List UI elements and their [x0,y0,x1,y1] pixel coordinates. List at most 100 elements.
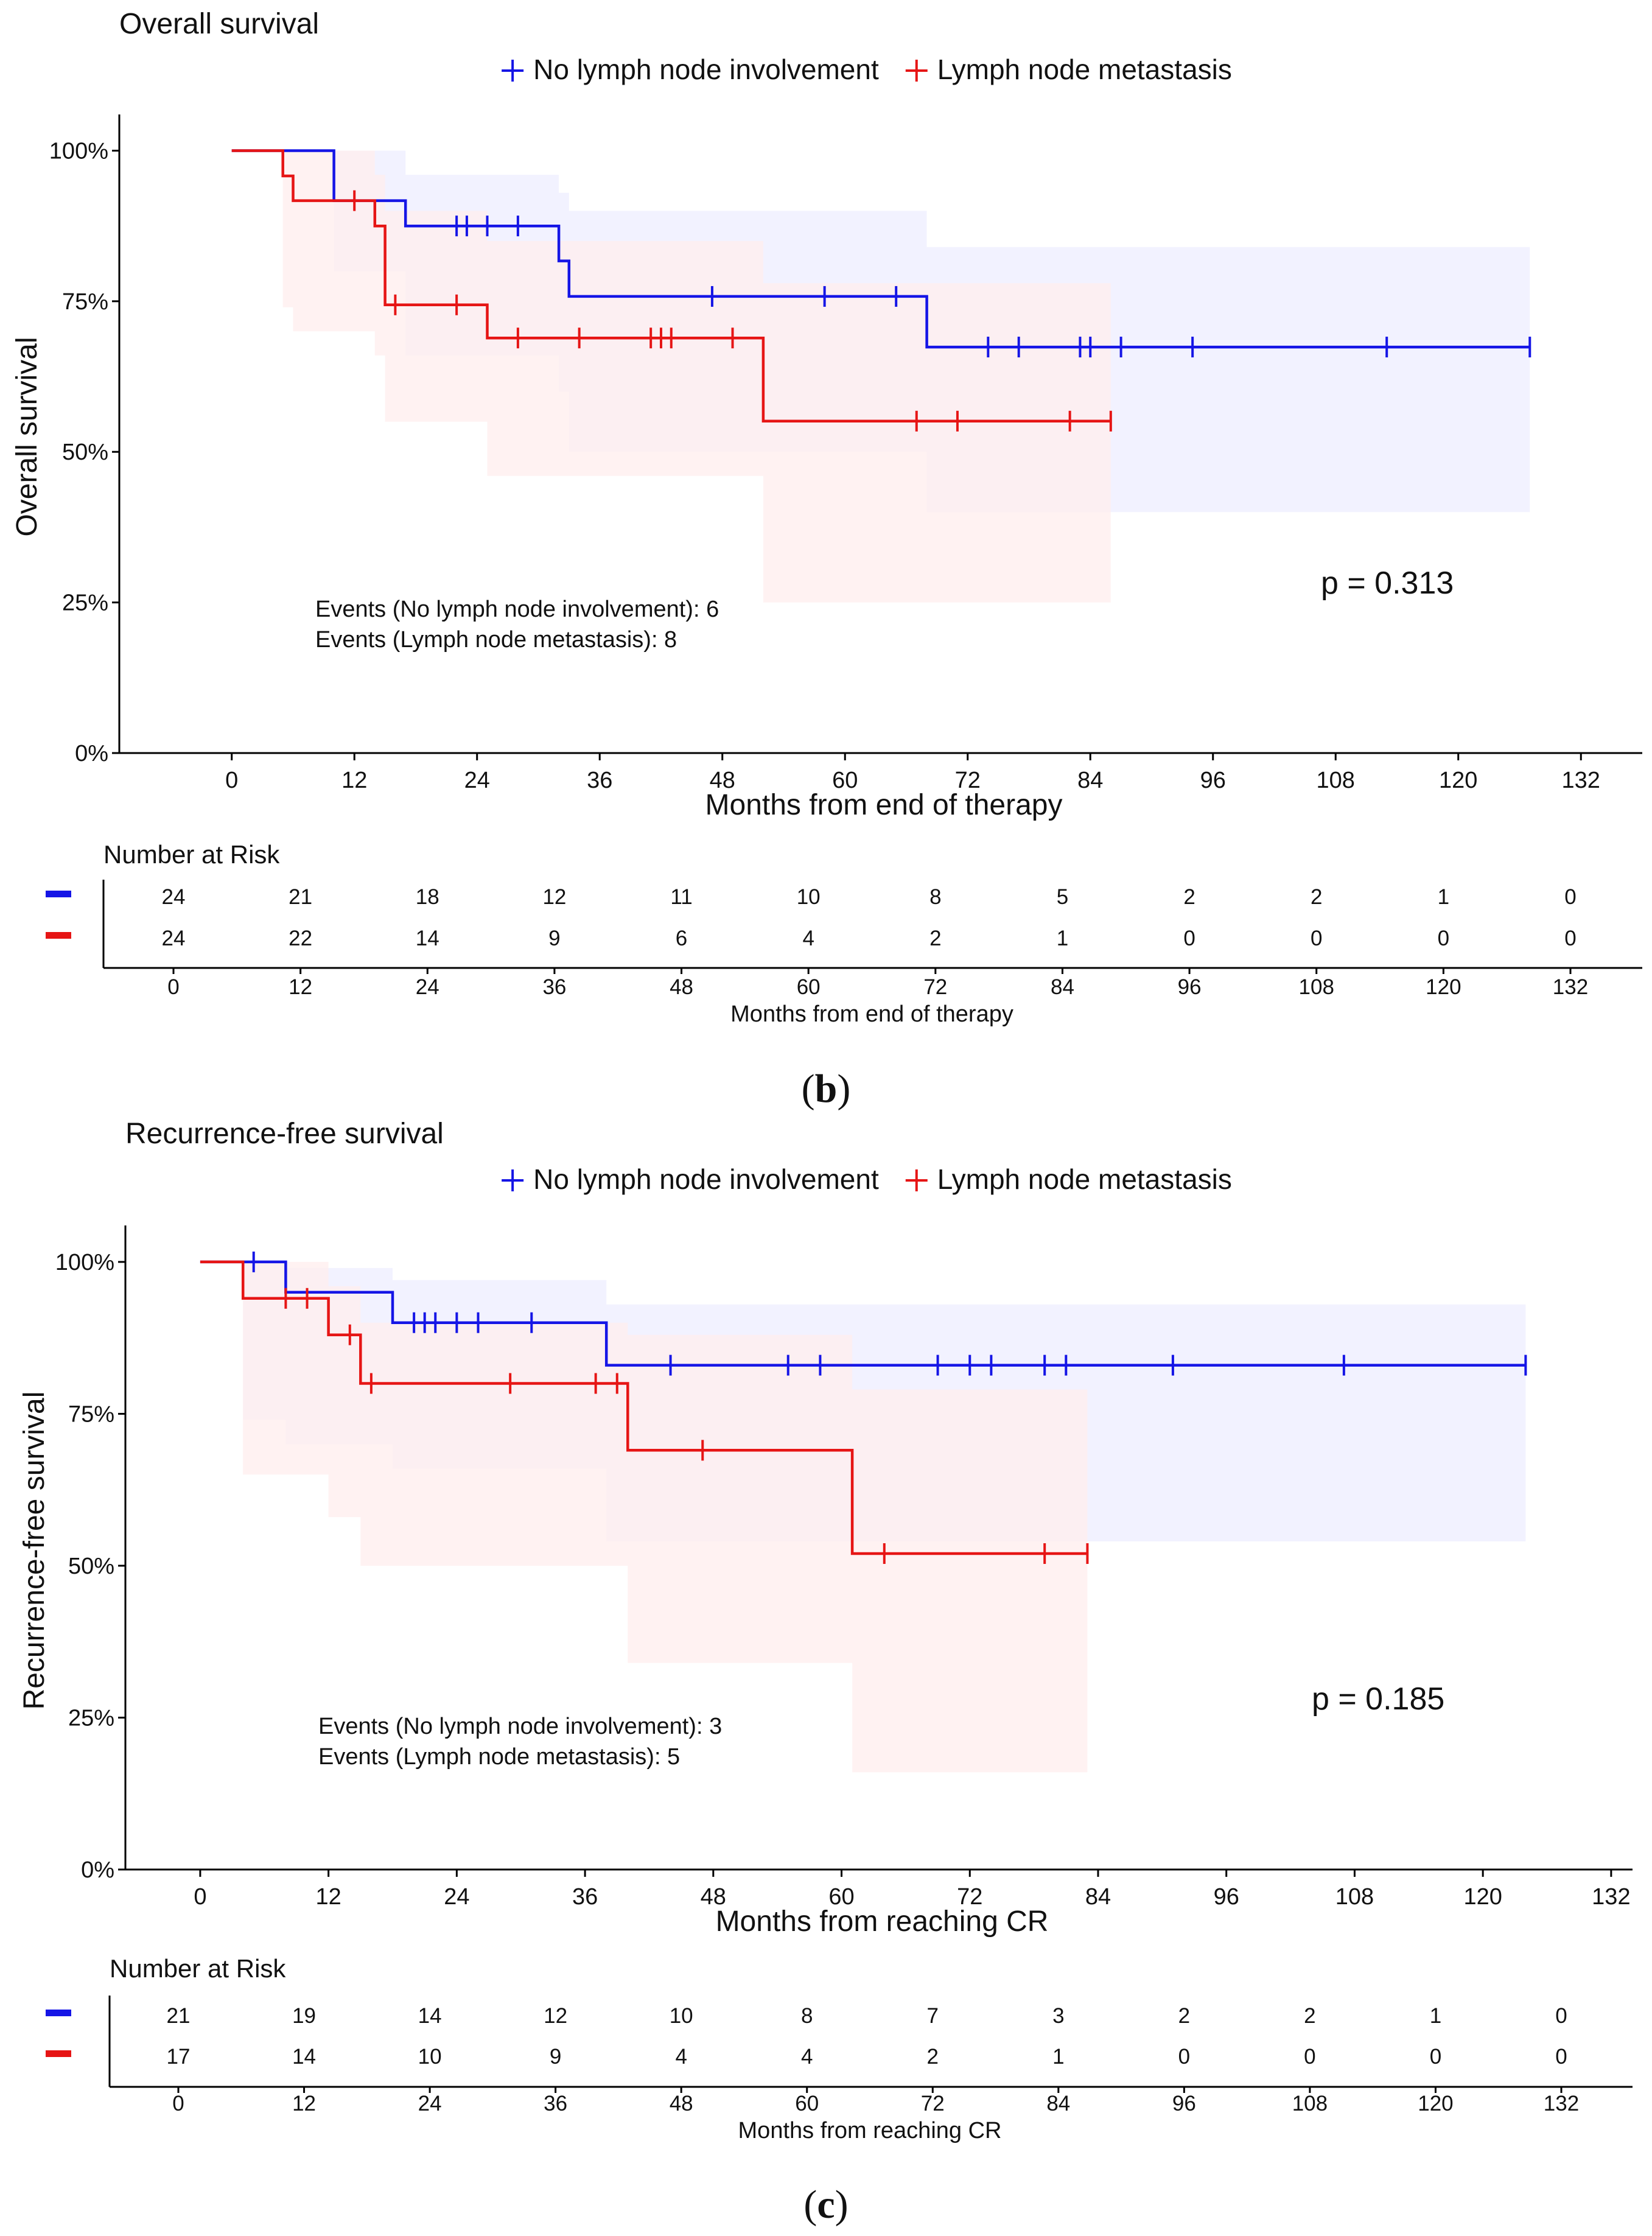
risk-count: 4 [675,2045,687,2069]
confidence-band-node [200,1261,1088,1773]
legend-label: Lymph node metastasis [937,1163,1232,1195]
risk-count: 24 [162,885,186,909]
survival-curve-node [231,149,1111,423]
risk-count: 24 [162,927,186,950]
risk-count: 0 [1304,2045,1315,2069]
x-tick-label: 36 [587,768,612,793]
caption-open-paren: ( [802,1067,815,1111]
caption-open-paren: ( [803,2182,817,2227]
risk-count: 0 [1311,927,1322,950]
risk-count: 0 [1564,885,1576,909]
risk-count: 0 [1564,927,1576,950]
survival-curve-node [200,1260,1088,1555]
legend-label: Lymph node metastasis [937,54,1232,85]
x-tick-label: 36 [572,1884,598,1910]
risk-count: 0 [1183,927,1195,950]
risk-count: 1 [1057,927,1068,950]
y-tick-label: 50% [62,440,108,465]
risk-row-swatch-no-node [46,891,71,897]
risk-count: 9 [550,2045,561,2069]
risk-x-tick-label: 24 [416,975,439,999]
risk-count: 14 [418,2004,442,2028]
p-value: p = 0.313 [1321,566,1454,601]
legend-label: No lymph node involvement [533,54,879,85]
x-tick-label: 72 [957,1884,982,1910]
y-axis-label: Overall survival [11,337,43,536]
risk-count: 2 [929,927,941,950]
risk-x-tick-label: 12 [289,975,312,999]
p-value: p = 0.185 [1312,1681,1444,1717]
x-tick-label: 96 [1214,1884,1239,1910]
survival-curve-no-node [200,1260,1526,1367]
risk-count: 12 [544,2004,567,2028]
risk-x-tick-label: 84 [1051,975,1074,999]
panel-caption: (b) [802,1067,851,1111]
x-axis-label: Months from end of therapy [705,789,1063,821]
risk-x-axis-label: Months from reaching CR [738,2118,1002,2143]
risk-count: 21 [167,2004,191,2028]
x-tick-label: 108 [1335,1884,1374,1910]
risk-count: 8 [929,885,941,909]
risk-count: 4 [802,927,814,950]
recurrence-free-survival-panel: Recurrence-free survival No lymph node in… [18,1118,1633,2227]
x-tick-label: 0 [194,1884,206,1910]
risk-count: 1 [1430,2004,1441,2028]
risk-x-tick-label: 108 [1292,2092,1328,2115]
risk-count: 14 [292,2045,316,2069]
risk-x-tick-label: 36 [544,2092,567,2115]
x-tick-label: 84 [1085,1884,1111,1910]
risk-count: 14 [416,927,439,950]
x-tick-label: 24 [464,768,490,793]
risk-x-tick-label: 132 [1544,2092,1579,2115]
x-tick-label: 0 [225,768,238,793]
caption-letter: b [815,1067,838,1111]
x-tick-label: 132 [1592,1884,1630,1910]
risk-x-tick-label: 72 [921,2092,945,2115]
risk-row-swatch-node [46,932,71,939]
legend: No lymph node involvement Lymph node meta… [502,54,1232,85]
risk-x-tick-label: 0 [167,975,179,999]
risk-count: 5 [1057,885,1068,909]
x-tick-label: 132 [1562,768,1600,793]
x-tick-label: 120 [1463,1884,1502,1910]
legend: No lymph node involvement Lymph node meta… [502,1163,1232,1195]
risk-x-tick-label: 96 [1172,2092,1196,2115]
legend-label: No lymph node involvement [533,1163,879,1195]
risk-count: 0 [1430,2045,1441,2069]
legend-item-node: Lymph node metastasis [905,1163,1232,1195]
risk-x-tick-label: 12 [292,2092,316,2115]
risk-count: 0 [1555,2045,1567,2069]
risk-count: 2 [927,2045,939,2069]
x-tick-label: 12 [341,768,367,793]
events-no-node: Events (No lymph node involvement): 3 [318,1714,722,1739]
risk-count: 17 [167,2045,191,2069]
risk-row-swatch-node [46,2050,71,2057]
survival-curve-no-node [231,149,1530,349]
legend-item-node: Lymph node metastasis [905,54,1232,85]
y-tick-label: 100% [49,138,108,164]
risk-x-tick-label: 24 [418,2092,442,2115]
y-tick-label: 0% [75,741,108,766]
events-node: Events (Lymph node metastasis): 5 [318,1744,680,1770]
risk-count: 0 [1555,2004,1567,2028]
y-tick-label: 75% [68,1401,114,1427]
risk-x-tick-label: 48 [670,975,693,999]
risk-count: 22 [289,927,312,950]
caption-close-paren: ) [835,2182,849,2227]
risk-count: 9 [548,927,560,950]
risk-count: 6 [676,927,687,950]
x-tick-label: 24 [444,1884,469,1910]
panel-caption: (c) [803,2182,848,2227]
risk-count: 8 [801,2004,813,2028]
x-tick-label: 96 [1200,768,1226,793]
chart-title: Recurrence-free survival [125,1118,444,1150]
risk-count: 11 [670,885,692,909]
x-tick-label: 108 [1317,768,1355,793]
y-tick-label: 50% [68,1554,114,1579]
risk-table-title: Number at Risk [110,1954,286,1983]
risk-count: 0 [1178,2045,1190,2069]
risk-x-tick-label: 60 [795,2092,819,2115]
x-tick-label: 48 [701,1884,726,1910]
confidence-band-node [231,150,1111,603]
risk-x-tick-label: 84 [1046,2092,1070,2115]
